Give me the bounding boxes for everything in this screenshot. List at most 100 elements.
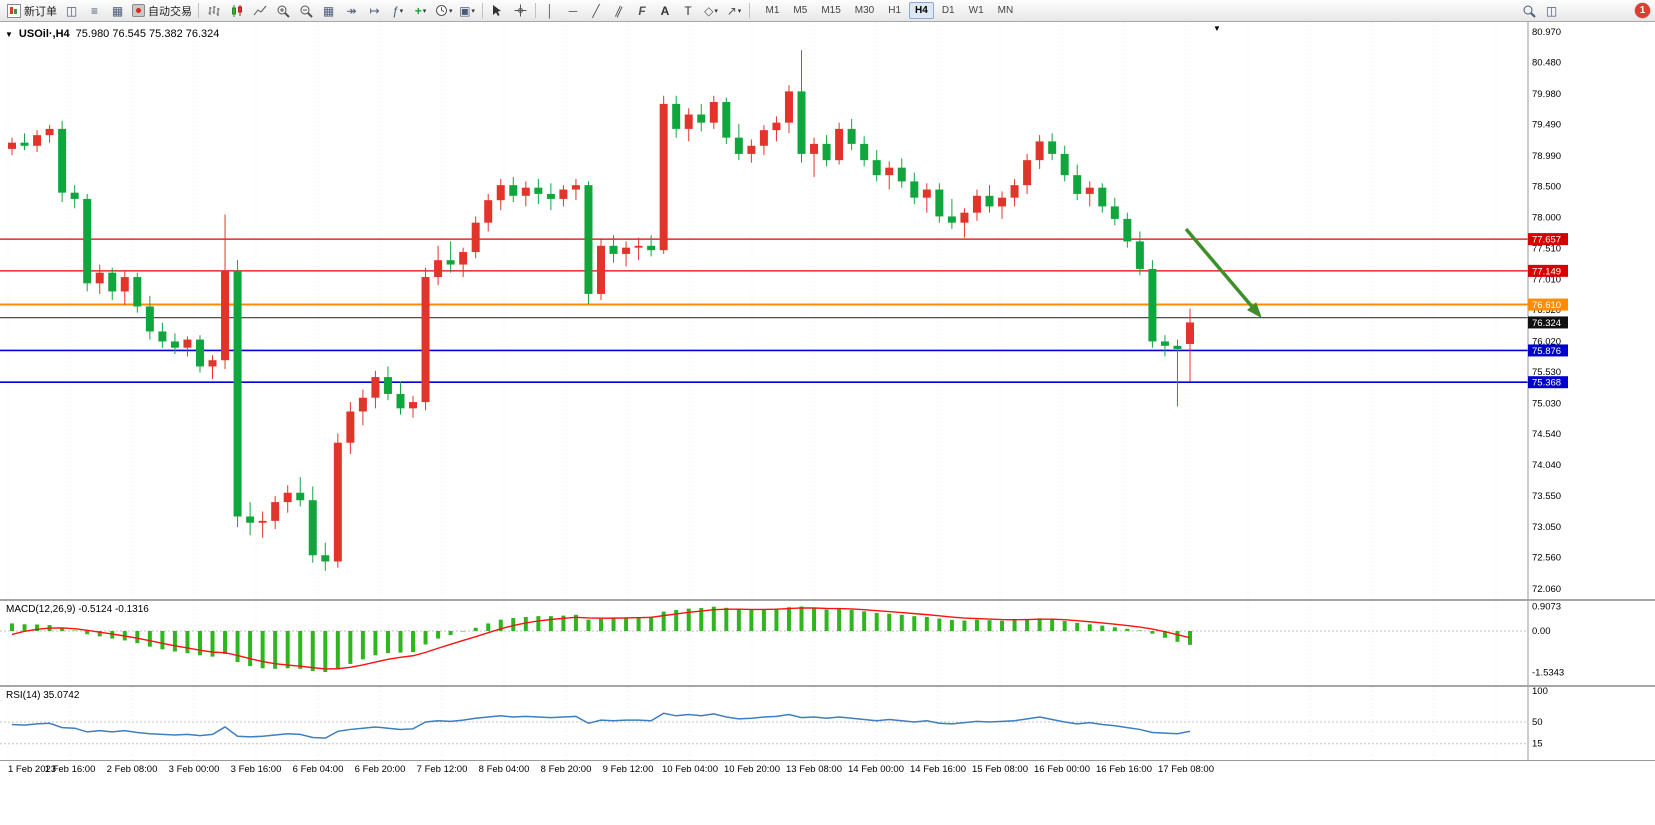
market-watch-button[interactable]: ◫ bbox=[60, 1, 83, 20]
time-axis-label: 2 Feb 08:00 bbox=[106, 764, 158, 775]
horizontal-line-objects[interactable] bbox=[0, 238, 1528, 384]
navigator-button[interactable]: ≡ bbox=[83, 1, 106, 20]
candle-body bbox=[960, 212, 969, 223]
panel-divider[interactable] bbox=[0, 599, 1655, 601]
arrows-tool[interactable]: ↗ ▾ bbox=[723, 1, 746, 20]
price-axis-label: 73.550 bbox=[1532, 491, 1561, 502]
candle-body bbox=[935, 189, 944, 217]
candle-body bbox=[722, 102, 731, 138]
rsi-panel[interactable]: 100 50 15 RSI(14) 35.0742 bbox=[0, 687, 1655, 760]
candle-body bbox=[158, 331, 167, 342]
price-axis[interactable]: 80.970 80.480 79.980 79.490 78.990 78.500 78.0… bbox=[1528, 27, 1568, 595]
rsi-line bbox=[11, 712, 1191, 739]
chart-shift-marker-icon[interactable]: ▼ bbox=[1213, 24, 1221, 33]
symbol-search-button[interactable] bbox=[1517, 1, 1540, 20]
zoom-in-button[interactable] bbox=[271, 1, 294, 20]
candle-body bbox=[972, 195, 981, 213]
candles-layer bbox=[8, 50, 1194, 571]
auto-trading-button[interactable]: 自动交易 bbox=[129, 1, 195, 20]
candle-body bbox=[70, 192, 79, 199]
indicators-button[interactable]: ƒ ▾ bbox=[386, 1, 409, 20]
candle-body bbox=[1110, 206, 1119, 219]
trend-arrow-object[interactable] bbox=[1184, 227, 1262, 319]
chart-collapse-icon[interactable]: ▼ bbox=[5, 29, 13, 39]
notification-badge[interactable]: 1 bbox=[1635, 3, 1650, 18]
cursor-button[interactable] bbox=[486, 1, 509, 20]
cursor-icon bbox=[492, 5, 501, 16]
periods-button[interactable]: ▾ bbox=[432, 1, 456, 20]
zoom-out-button[interactable] bbox=[294, 1, 317, 20]
main-chart-panel[interactable]: 80.970 80.480 79.980 79.490 78.990 78.500 78.0… bbox=[0, 22, 1655, 599]
time-axis-label: 6 Feb 04:00 bbox=[292, 764, 344, 775]
add-indicator-button[interactable]: + ▾ bbox=[409, 1, 432, 20]
new-order-button[interactable]: 新订单 bbox=[4, 1, 60, 20]
trend-arrow-line[interactable] bbox=[1184, 227, 1253, 308]
candle-body bbox=[1048, 141, 1057, 154]
timeframe-H1[interactable]: H1 bbox=[888, 5, 902, 16]
candle-body bbox=[885, 167, 894, 176]
price-tag-label: 75.876 bbox=[1532, 346, 1561, 357]
candle-body bbox=[446, 260, 455, 265]
candle-body bbox=[546, 193, 555, 199]
bar-chart-button[interactable] bbox=[202, 1, 225, 20]
timeframe-M15[interactable]: M15 bbox=[821, 5, 841, 16]
candle-body bbox=[409, 402, 418, 409]
timeframe-D1[interactable]: D1 bbox=[941, 5, 955, 16]
rsi-svg[interactable]: 100 50 15 bbox=[0, 687, 1655, 760]
timeframe-group: M1 M5 M15 M30 H1 H4 D1 W1 MN bbox=[759, 2, 1021, 19]
price-tag-label: 77.657 bbox=[1532, 235, 1561, 246]
fibonacci-tool[interactable]: F bbox=[631, 1, 654, 20]
trendline-tool[interactable]: ╱ bbox=[585, 1, 608, 20]
candle-body bbox=[459, 252, 468, 265]
candle-body bbox=[183, 339, 192, 348]
toolbar-separator bbox=[534, 3, 536, 18]
price-axis-label: 75.030 bbox=[1532, 398, 1561, 409]
channel-tool[interactable]: ∥ bbox=[608, 1, 631, 20]
timeframe-M5[interactable]: M5 bbox=[793, 5, 808, 16]
price-tag bbox=[1528, 233, 1568, 246]
new-order-label: 新订单 bbox=[24, 5, 57, 18]
candle-body bbox=[584, 185, 593, 294]
time-axis-label: 6 Feb 20:00 bbox=[354, 764, 406, 775]
vertical-line-tool[interactable]: │ bbox=[539, 1, 562, 20]
main-chart-svg[interactable]: 80.970 80.480 79.980 79.490 78.990 78.500 78.0… bbox=[0, 22, 1655, 599]
text-tool[interactable]: A bbox=[654, 1, 677, 20]
macd-panel[interactable]: 0.9073 0.00 -1.5343 MACD(12,26,9) -0.5124 … bbox=[0, 601, 1655, 685]
rsi-axis-label: 100 bbox=[1532, 687, 1548, 697]
price-axis-label: 74.540 bbox=[1532, 429, 1561, 440]
time-axis-label: 1 Feb 16:00 bbox=[44, 764, 96, 775]
candlestick-chart-button[interactable] bbox=[225, 1, 248, 20]
shapes-tool[interactable]: ◇ ▾ bbox=[700, 1, 723, 20]
chevron-down-icon: ▾ bbox=[422, 7, 427, 15]
line-chart-button[interactable] bbox=[248, 1, 271, 20]
macd-svg[interactable]: 0.9073 0.00 -1.5343 bbox=[0, 601, 1655, 685]
timeframe-MN[interactable]: MN bbox=[997, 5, 1014, 16]
new-chart-icon: ◫ bbox=[1545, 3, 1558, 18]
price-axis-label: 79.490 bbox=[1532, 120, 1561, 131]
time-axis-label: 17 Feb 08:00 bbox=[1158, 764, 1214, 775]
time-axis-label: 14 Feb 00:00 bbox=[848, 764, 904, 775]
price-tag bbox=[1528, 376, 1568, 389]
chart-shift-button[interactable]: ↦ bbox=[363, 1, 386, 20]
time-axis-label: 8 Feb 04:00 bbox=[478, 764, 530, 775]
template-icon: ▣ bbox=[459, 3, 471, 18]
label-tool[interactable]: T bbox=[677, 1, 700, 20]
terminal-button[interactable]: ▦ bbox=[106, 1, 129, 20]
candle-body bbox=[709, 102, 718, 123]
new-chart-button[interactable]: ◫ bbox=[1540, 1, 1563, 20]
candle-body bbox=[283, 492, 292, 503]
time-axis[interactable]: 1 Feb 2023 1 Feb 16:00 2 Feb 08:00 3 Feb 00… bbox=[0, 760, 1655, 779]
price-tag bbox=[1528, 264, 1568, 277]
candle-body bbox=[897, 167, 906, 182]
panel-divider[interactable] bbox=[0, 685, 1655, 687]
timeframe-M30[interactable]: M30 bbox=[854, 5, 875, 16]
timeframe-M1[interactable]: M1 bbox=[765, 5, 780, 16]
timeframe-W1[interactable]: W1 bbox=[968, 5, 984, 16]
horizontal-line-tool[interactable]: ─ bbox=[562, 1, 585, 20]
templates-button[interactable]: ▣ ▾ bbox=[456, 1, 479, 20]
price-axis-label: 76.020 bbox=[1532, 336, 1561, 347]
timeframe-H4[interactable]: H4 bbox=[909, 2, 934, 19]
crosshair-button[interactable] bbox=[509, 1, 532, 20]
auto-scroll-button[interactable]: ↠ bbox=[340, 1, 363, 20]
tile-windows-button[interactable]: ▦ bbox=[317, 1, 340, 20]
